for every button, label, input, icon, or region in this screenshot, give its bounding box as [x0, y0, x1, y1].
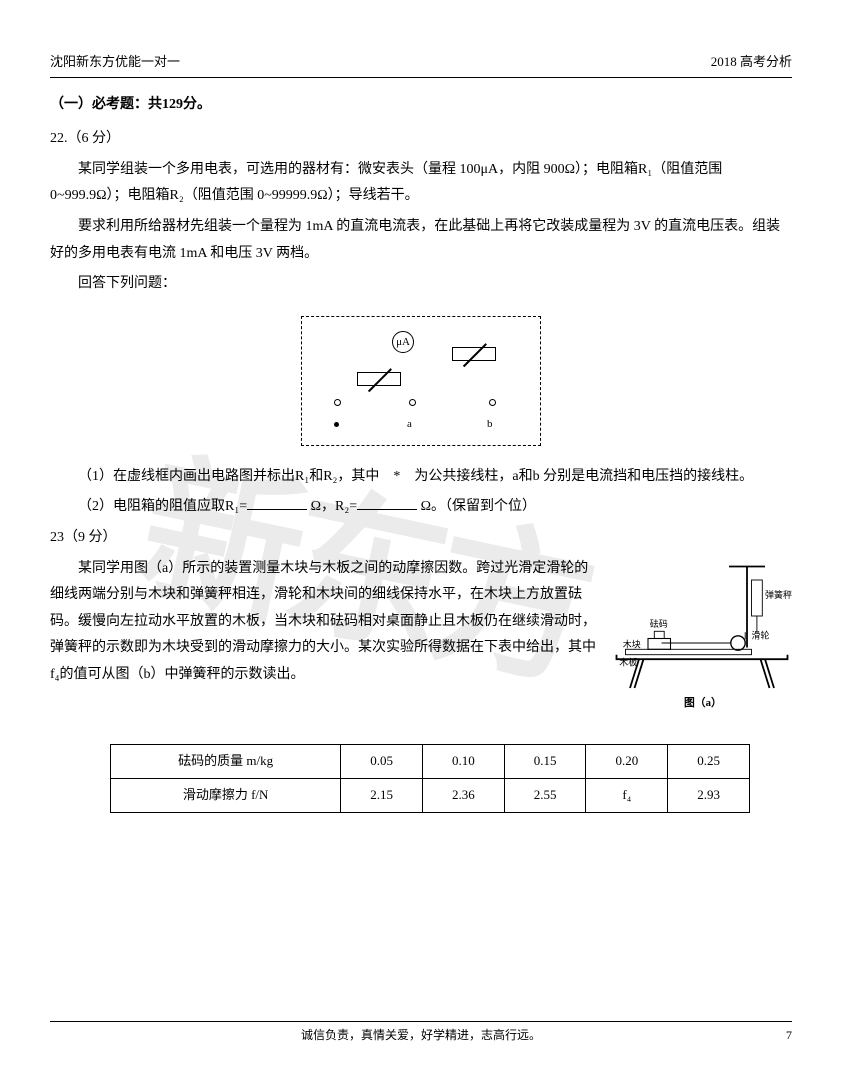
table-row: 滑动摩擦力 f/N 2.15 2.36 2.55 f₄ 2.93 — [111, 778, 750, 812]
section-title: （一）必考题：共129分。 — [50, 92, 792, 119]
rheostat-r2-icon — [452, 347, 496, 361]
q22-sub1: （1）在虚线框内画出电路图并标出R₁和R₂，其中 * 为公共接线柱，a和b 分别… — [50, 464, 792, 491]
blank-r2[interactable] — [357, 495, 417, 510]
header-left: 沈阳新东方优能一对一 — [50, 50, 180, 75]
data-table: 砝码的质量 m/kg 0.05 0.10 0.15 0.20 0.25 滑动摩擦… — [110, 744, 750, 812]
terminal-common — [332, 393, 343, 435]
label-spring: 弹簧秤 — [765, 589, 792, 600]
q23-para1: 某同学用图（a）所示的装置测量木块与木板之间的动摩擦因数。跨过光滑定滑轮的细线两… — [50, 556, 602, 689]
q22-para3: 回答下列问题： — [50, 271, 792, 298]
q22-number: 22.（6 分） — [50, 126, 792, 153]
label-weight: 砝码 — [650, 617, 668, 628]
blank-r1[interactable] — [247, 495, 307, 510]
label-board: 木板 — [619, 656, 637, 667]
label-pulley: 滑轮 — [752, 629, 770, 640]
page-footer: 诚信负责，真情关爱，好学精进，志高行远。 — [50, 1021, 792, 1047]
microammeter-icon: μA — [392, 331, 414, 353]
table-row: 砝码的质量 m/kg 0.05 0.10 0.15 0.20 0.25 — [111, 745, 750, 779]
terminal-b: b — [487, 393, 498, 435]
th-friction: 滑动摩擦力 f/N — [111, 778, 341, 812]
terminal-a: a — [407, 393, 418, 435]
label-block: 木块 — [623, 638, 641, 649]
rheostat-r1-icon — [357, 372, 401, 386]
circuit-diagram-box: μA a b — [301, 316, 541, 446]
page-header: 沈阳新东方优能一对一 2018 高考分析 — [50, 50, 792, 78]
q23-number: 23（9 分） — [50, 525, 792, 552]
q22-sub2: （2）电阻箱的阻值应取R₁= Ω，R₂= Ω。（保留到个位） — [50, 494, 792, 521]
q22-sub2-mid: Ω，R₂= — [311, 499, 358, 514]
page-number: 7 — [786, 1024, 792, 1047]
q22-sub2-pre: （2）电阻箱的阻值应取R₁= — [78, 499, 247, 514]
th-mass: 砝码的质量 m/kg — [111, 745, 341, 779]
q22-para1: 某同学组装一个多用电表，可选用的器材有：微安表头（量程 100μA，内阻 900… — [50, 157, 792, 210]
header-right: 2018 高考分析 — [711, 50, 792, 75]
apparatus-figure: 弹簧秤 滑轮 砝码 木块 木板 图（a） — [612, 562, 792, 735]
figure-caption: 图（a） — [684, 696, 722, 709]
q22-sub2-post: Ω。（保留到个位） — [421, 499, 536, 514]
q22-para2: 要求利用所给器材先组装一个量程为 1mA 的直流电流表，在此基础上再将它改装成量… — [50, 214, 792, 267]
